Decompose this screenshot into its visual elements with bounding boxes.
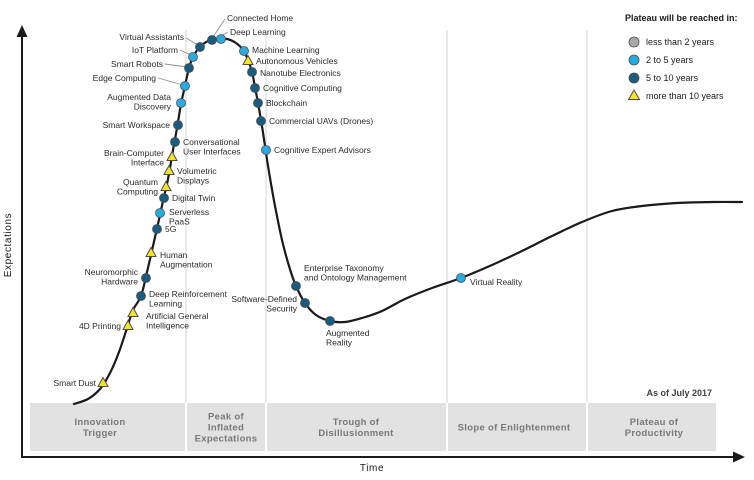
marker-connected-home	[207, 35, 217, 45]
marker-nanotube-electronics	[247, 67, 257, 77]
legend-markers	[627, 36, 641, 100]
leader-line-connected-home	[212, 18, 226, 38]
marker-volumetric-displays	[163, 164, 175, 175]
label-cognitive-expert-advisors: Cognitive Expert Advisors	[274, 145, 371, 155]
label-virtual-assistants: Virtual Assistants	[119, 32, 184, 42]
background-layer	[185, 30, 588, 403]
legend-item-label-2-to-5-years: 2 to 5 years	[646, 55, 694, 65]
legend-item-label-more-than-10-years: more than 10 years	[646, 91, 724, 101]
label-smart-robots: Smart Robots	[111, 59, 163, 69]
marker-machine-learning	[239, 46, 249, 56]
marker-brain-computer-interface	[166, 150, 178, 161]
phase-band	[30, 403, 716, 451]
marker-iot-platform	[188, 52, 198, 62]
label-autonomous-vehicles: Autonomous Vehicles	[256, 56, 338, 66]
legend-title: Plateau will be reached in:	[625, 13, 738, 23]
label-quantum-computing: Quantum Computing	[117, 177, 158, 197]
y-axis-arrow-icon	[16, 25, 28, 37]
label-digital-twin: Digital Twin	[172, 193, 216, 203]
label-commercial-uavs-drones: Commercial UAVs (Drones)	[269, 116, 373, 126]
label-serverless-paas: Serverless PaaS	[169, 207, 209, 227]
marker-5g	[152, 224, 162, 234]
marker-enterprise-taxonomy-and-ontology-management	[291, 281, 301, 291]
marker-smart-dust	[97, 376, 109, 387]
marker-smart-robots	[184, 63, 194, 73]
legend-item-label-less-than-2-years: less than 2 years	[646, 37, 715, 47]
as-of-date: As of July 2017	[646, 388, 712, 398]
marker-autonomous-vehicles	[242, 54, 254, 65]
phase-label: Plateau of Productivity	[625, 417, 684, 439]
label-nanotube-electronics: Nanotube Electronics	[260, 68, 341, 78]
label-neuromorphic-hardware: Neuromorphic Hardware	[85, 267, 139, 287]
y-axis-label: Expectations	[3, 213, 14, 277]
marker-blockchain	[253, 98, 263, 108]
marker-augmented-data-discovery	[176, 98, 186, 108]
label-virtual-reality: Virtual Reality	[470, 277, 523, 287]
label-smart-workspace: Smart Workspace	[103, 120, 171, 130]
phase-label: Trough of Disillusionment	[318, 417, 394, 439]
label-augmented-reality: Augmented Reality	[326, 328, 370, 348]
marker-augmented-reality	[325, 316, 335, 326]
marker-deep-learning	[216, 34, 226, 44]
marker-serverless-paas	[155, 208, 165, 218]
marker-digital-twin	[159, 193, 169, 203]
label-deep-reinforcement-learning: Deep Reinforcement Learning	[149, 289, 228, 309]
label-cognitive-computing: Cognitive Computing	[263, 83, 342, 93]
marker-smart-workspace	[173, 120, 183, 130]
points-layer: Smart Dust 4D Printing Artificial General I…	[53, 13, 523, 388]
marker-4d-printing	[122, 319, 134, 330]
label-deep-learning: Deep Learning	[230, 27, 286, 37]
marker-human-augmentation	[145, 246, 157, 257]
marker-edge-computing	[180, 81, 190, 91]
phase-label: Peak of Inflated Expectations	[195, 412, 258, 445]
label-conversational-user-interfaces: Conversational User Interfaces	[183, 137, 241, 157]
leader-line-smart-robots	[164, 63, 188, 68]
label-smart-dust: Smart Dust	[53, 378, 96, 388]
label-software-defined-security: Software-Defined Security	[231, 294, 297, 314]
axes: Expectations Time	[3, 25, 745, 474]
legend-marker-less_than_2-icon	[628, 36, 640, 48]
marker-cognitive-expert-advisors	[261, 145, 271, 155]
legend: Plateau will be reached in: less than 2 …	[625, 13, 738, 101]
marker-virtual-reality	[456, 273, 466, 283]
marker-software-defined-security	[300, 298, 310, 308]
marker-deep-reinforcement-learning	[136, 291, 146, 301]
phase-label: Innovation Trigger	[74, 417, 125, 439]
label-edge-computing: Edge Computing	[93, 73, 157, 83]
marker-conversational-user-interfaces	[170, 137, 180, 147]
marker-commercial-uavs-drones	[256, 116, 266, 126]
label-augmented-data-discovery: Augmented Data Discovery	[107, 92, 172, 112]
legend-marker-five_to_ten-icon	[628, 72, 640, 84]
marker-artificial-general-intelligence	[127, 306, 139, 317]
label-artificial-general-intelligence: Artificial General Intelligence	[146, 311, 208, 331]
label-blockchain: Blockchain	[266, 98, 307, 108]
marker-neuromorphic-hardware	[141, 273, 151, 283]
label-iot-platform: IoT Platform	[132, 45, 178, 55]
label-volumetric-displays: Volumetric Displays	[177, 166, 217, 186]
label-5g: 5G	[165, 224, 176, 234]
marker-cognitive-computing	[250, 83, 260, 93]
legend-marker-two_to_five-icon	[628, 54, 640, 66]
legend-item-label-5-to-10-years: 5 to 10 years	[646, 73, 699, 83]
legend-marker-more_than_10-icon	[627, 89, 641, 100]
label-brain-computer-interface: Brain-Computer Interface	[104, 148, 164, 168]
label-machine-learning: Machine Learning	[252, 45, 320, 55]
leader-line-edge-computing	[157, 77, 184, 86]
label-connected-home: Connected Home	[227, 13, 293, 23]
label-enterprise-taxonomy-and-ontology-management: Enterprise Taxonomy and Ontology Manageme…	[304, 263, 407, 283]
label-4d-printing: 4D Printing	[79, 321, 121, 331]
phase-label: Slope of Enlightenment	[458, 423, 571, 434]
label-human-augmentation: Human Augmentation	[160, 250, 213, 270]
phase-band-layer: Innovation Trigger Peak of Inflated Expectat…	[30, 403, 716, 451]
marker-virtual-assistants	[195, 42, 205, 52]
marker-quantum-computing	[160, 180, 172, 191]
x-axis-label: Time	[360, 463, 384, 474]
x-axis-arrow-icon	[733, 451, 745, 463]
leader-line-virtual-assistants	[185, 37, 199, 46]
